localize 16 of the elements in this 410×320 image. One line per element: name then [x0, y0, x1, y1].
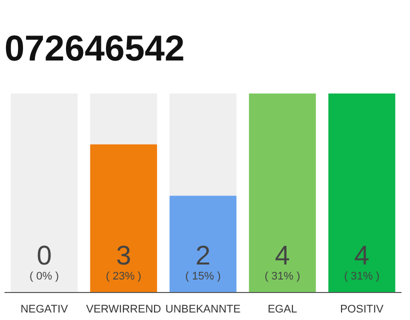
- chart-title: 072646542: [4, 28, 185, 68]
- data-label: ( 0% ): [30, 270, 59, 282]
- annotation: 4: [354, 240, 370, 270]
- x-tick-label: VERWIRREND: [86, 304, 162, 316]
- data-label: ( 31% ): [344, 270, 380, 282]
- annotation: 4: [274, 240, 290, 270]
- x-tick-label: UNBEKANNTE: [165, 304, 241, 316]
- annotation: 3: [116, 240, 132, 270]
- x-tick-label: POSITIV: [340, 304, 384, 316]
- data-label: ( 31% ): [264, 270, 300, 282]
- annotation: 0: [36, 240, 52, 270]
- annotation: 2: [195, 240, 211, 270]
- data-label: ( 23% ): [106, 270, 142, 282]
- x-tick-label: EGAL: [268, 304, 298, 316]
- x-tick-label: NEGATIV: [20, 304, 69, 316]
- data-label: ( 15% ): [185, 270, 221, 282]
